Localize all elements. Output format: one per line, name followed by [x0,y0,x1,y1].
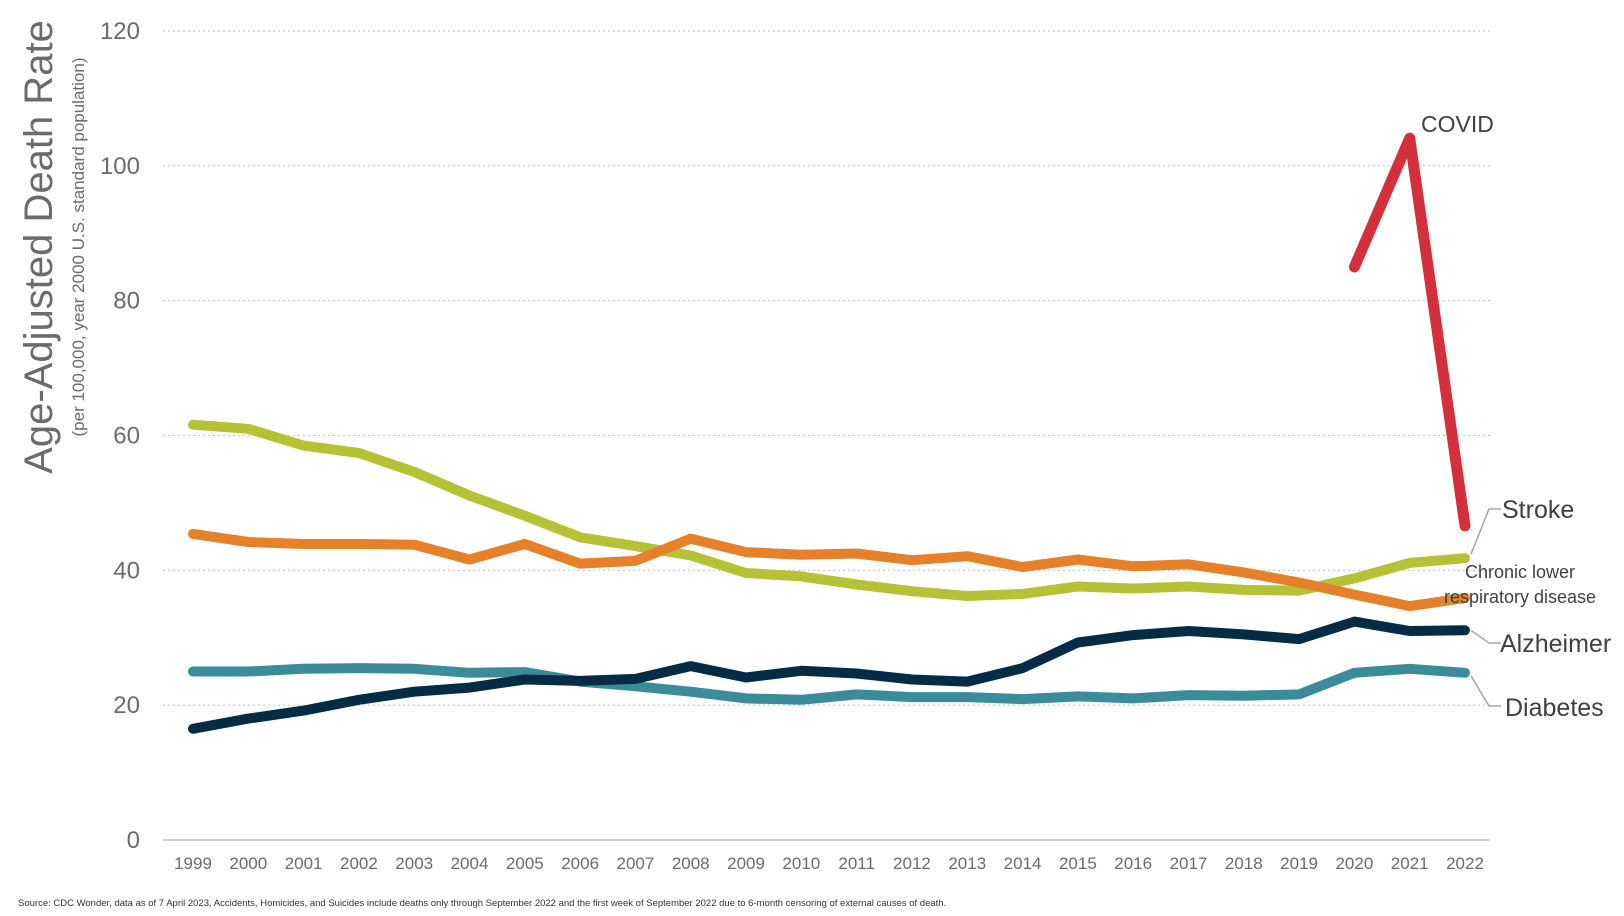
x-tick-2018: 2018 [1225,854,1263,873]
series-line-chronic-lower-respiratory-disease [188,528,1470,612]
label-leader-lines [1470,508,1501,707]
x-tick-2006: 2006 [561,854,599,873]
series-line-stroke [188,419,1470,601]
series-lines [188,132,1471,734]
leader-alzheimer [1470,629,1501,644]
series-line-diabetes [188,663,1470,705]
x-tick-2017: 2017 [1170,854,1208,873]
x-tick-2019: 2019 [1280,854,1318,873]
x-tick-2003: 2003 [395,854,433,873]
y-tick-60: 60 [113,423,140,450]
x-tick-2009: 2009 [727,854,765,873]
y-axis-subtitle: (per 100,000, year 2000 U.S. standard po… [69,58,88,437]
y-tick-100: 100 [100,153,140,180]
x-tick-2011: 2011 [838,854,875,873]
y-axis-title: Age-Adjusted Death Rate [17,20,61,474]
x-tick-2013: 2013 [948,854,986,873]
series-label-clrd-line2: respiratory disease [1444,587,1596,607]
gridlines [163,30,1490,841]
series-label-alzheimer: Alzheimer [1500,630,1611,658]
series-label-stroke: Stroke [1502,496,1574,524]
x-tick-2015: 2015 [1059,854,1097,873]
x-tick-2021: 2021 [1391,854,1429,873]
series-label-diabetes: Diabetes [1505,694,1604,722]
leader-stroke [1470,508,1501,555]
series-label-clrd-line1: Chronic lower [1465,562,1575,582]
x-tick-2012: 2012 [893,854,931,873]
source-note: Source: CDC Wonder, data as of 7 April 2… [18,898,947,909]
x-tick-2022: 2022 [1446,854,1484,873]
x-tick-1999: 1999 [174,854,212,873]
y-tick-120: 120 [100,18,140,45]
y-tick-20: 20 [113,692,140,719]
x-tick-labels: 1999 2000 2001 2002 2003 2004 2005 2006 2007 2008… [174,854,1484,873]
x-tick-2000: 2000 [229,854,267,873]
y-tick-0: 0 [127,827,140,854]
x-tick-2007: 2007 [617,854,655,873]
x-tick-2016: 2016 [1114,854,1152,873]
y-tick-80: 80 [113,288,140,315]
series-line-alzheimer [188,616,1470,734]
x-tick-2002: 2002 [340,854,378,873]
y-tick-labels: 0 20 40 60 80 100 120 [100,18,140,854]
series-label-covid: COVID [1421,111,1494,137]
x-tick-2004: 2004 [451,854,489,873]
series-line-covid [1348,132,1471,532]
leader-diabetes [1470,675,1501,707]
x-tick-2008: 2008 [672,854,710,873]
x-tick-2020: 2020 [1335,854,1373,873]
y-tick-40: 40 [113,557,140,584]
x-tick-2001: 2001 [285,854,323,873]
x-tick-2014: 2014 [1004,854,1042,873]
x-tick-2010: 2010 [782,854,820,873]
x-tick-2005: 2005 [506,854,544,873]
